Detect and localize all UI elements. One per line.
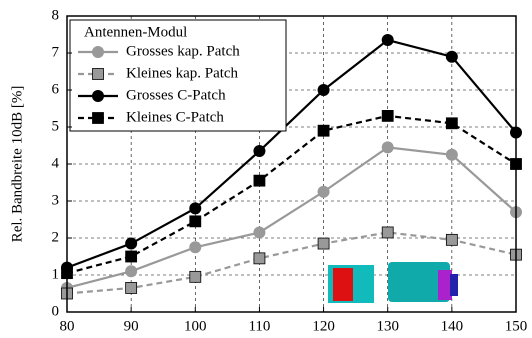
marker: [382, 34, 394, 46]
x-tick-label: 140: [441, 318, 464, 334]
marker: [126, 282, 137, 293]
marker: [126, 251, 137, 262]
legend-marker: [92, 90, 104, 102]
car-image: [328, 262, 458, 303]
y-axis-label: Rel. Bandbreite 10dB [%]: [9, 86, 25, 243]
marker: [446, 51, 458, 63]
y-tick-label: 1: [52, 266, 60, 282]
legend-marker: [93, 113, 104, 124]
marker: [254, 253, 265, 264]
car-part: [438, 270, 452, 300]
legend-label: Grosses kap. Patch: [126, 43, 240, 59]
marker: [446, 118, 457, 129]
y-tick-label: 6: [52, 81, 60, 97]
x-tick-label: 120: [312, 318, 335, 334]
marker: [382, 141, 394, 153]
marker: [189, 202, 201, 214]
marker: [190, 271, 201, 282]
x-tick-label: 90: [124, 318, 139, 334]
marker: [254, 175, 265, 186]
x-tick-label: 110: [248, 318, 270, 334]
car-part: [450, 274, 458, 296]
marker: [446, 234, 457, 245]
legend-label: Kleines kap. Patch: [126, 65, 239, 81]
chart: Antennen-Modul Rel. Bandbreite 10dB [%] …: [0, 0, 532, 338]
marker: [382, 227, 393, 238]
x-tick-label: 100: [184, 318, 207, 334]
marker: [318, 186, 330, 198]
marker: [382, 110, 393, 121]
marker: [125, 265, 137, 277]
legend-label: Kleines C-Patch: [126, 109, 224, 125]
legend-title: Antennen-Modul: [84, 24, 187, 40]
x-tick-label: 130: [376, 318, 399, 334]
marker: [318, 84, 330, 96]
marker: [253, 226, 265, 238]
x-tick-label: 150: [505, 318, 528, 334]
y-tick-label: 0: [52, 303, 60, 319]
y-tick-label: 2: [52, 229, 60, 245]
y-tick-label: 8: [52, 7, 60, 23]
marker: [318, 125, 329, 136]
legend-marker: [93, 69, 104, 80]
marker: [446, 149, 458, 161]
car-part: [333, 268, 353, 301]
marker: [125, 238, 137, 250]
marker: [190, 216, 201, 227]
marker: [318, 238, 329, 249]
x-tick-label: 80: [60, 318, 75, 334]
y-tick-label: 3: [52, 192, 60, 208]
y-tick-label: 4: [52, 155, 60, 171]
marker: [189, 241, 201, 253]
marker: [253, 145, 265, 157]
y-tick-label: 7: [52, 44, 60, 60]
legend-label: Grosses C-Patch: [126, 87, 226, 103]
y-tick-label: 5: [52, 118, 60, 134]
legend-marker: [92, 46, 104, 58]
